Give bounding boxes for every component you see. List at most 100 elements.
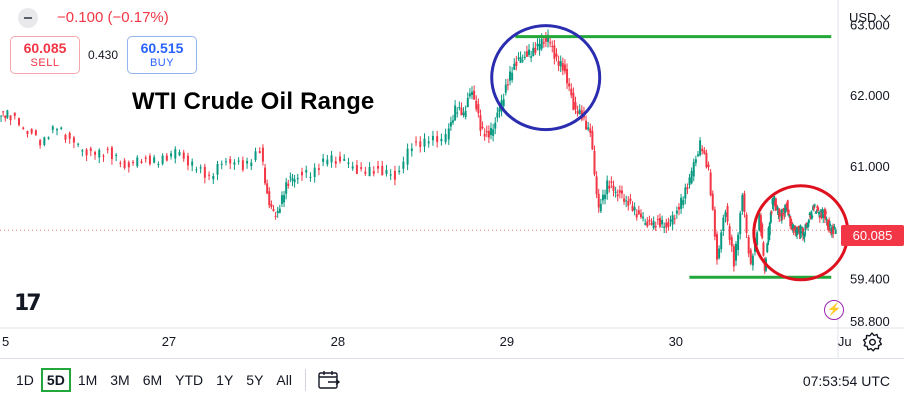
candle-body bbox=[822, 215, 825, 218]
candle-body bbox=[811, 215, 814, 218]
candle-body bbox=[250, 162, 253, 167]
lightning-bolt-icon[interactable]: ⚡ bbox=[824, 300, 844, 320]
candle-body bbox=[797, 225, 800, 229]
candle-body bbox=[534, 47, 537, 53]
sell-button[interactable]: 60.085 SELL bbox=[10, 36, 80, 74]
candle-body bbox=[800, 231, 803, 233]
candle-body bbox=[85, 149, 88, 156]
candle-body bbox=[761, 224, 764, 238]
y-tick-label: 59.400 bbox=[850, 272, 890, 287]
candle-body bbox=[815, 211, 818, 213]
candle-body bbox=[808, 213, 811, 216]
candle-body bbox=[532, 47, 535, 57]
candle-body bbox=[812, 206, 815, 209]
candle-body bbox=[402, 161, 405, 169]
utc-clock[interactable]: 07:53:54 UTC bbox=[802, 373, 890, 389]
candle-body bbox=[39, 140, 42, 146]
timeframe-3m-button[interactable]: 3M bbox=[110, 372, 130, 388]
timeframe-row: 1D 5D 1M 3M 6M YTD 1Y 5Y All bbox=[10, 368, 342, 392]
candle-body bbox=[519, 56, 522, 63]
candle-body bbox=[276, 211, 279, 214]
timeframe-5y-button[interactable]: 5Y bbox=[246, 372, 264, 388]
y-tick-label: 62.000 bbox=[850, 88, 890, 103]
y-tick-label: 61.000 bbox=[850, 159, 890, 174]
bottom-toolbar: 1D 5D 1M 3M 6M YTD 1Y 5Y All 07:53:54 UTC bbox=[0, 358, 904, 402]
candle-body bbox=[536, 43, 539, 47]
candle-body bbox=[102, 155, 105, 157]
candle-body bbox=[199, 167, 202, 169]
candle-body bbox=[241, 160, 244, 170]
candle-body bbox=[509, 71, 512, 81]
candle-body bbox=[644, 223, 647, 225]
candle-body bbox=[81, 150, 84, 152]
candle-body bbox=[377, 165, 380, 169]
buy-button[interactable]: 60.515 BUY bbox=[127, 36, 197, 74]
candle-body bbox=[471, 91, 474, 95]
candle-body bbox=[701, 148, 704, 152]
currency-selector[interactable]: USD bbox=[844, 4, 900, 32]
candle-body bbox=[398, 170, 401, 173]
candle-body bbox=[498, 107, 501, 113]
candle-body bbox=[767, 227, 770, 242]
candle-body bbox=[94, 151, 97, 155]
candle-body bbox=[406, 148, 409, 165]
candle-body bbox=[477, 104, 480, 114]
candle-body bbox=[266, 183, 269, 194]
candle-body bbox=[506, 84, 509, 86]
tradingview-logo[interactable]: 17 bbox=[14, 291, 42, 316]
candle-body bbox=[22, 127, 25, 129]
candle-body bbox=[427, 141, 430, 144]
candle-body bbox=[686, 187, 689, 190]
candle-body bbox=[570, 88, 573, 96]
candle-body bbox=[682, 199, 685, 205]
x-tick-label: 29 bbox=[500, 334, 514, 349]
candle-body bbox=[707, 164, 710, 168]
candle-body bbox=[296, 178, 299, 180]
candle-body bbox=[43, 137, 46, 145]
candle-body bbox=[629, 198, 632, 202]
candle-body bbox=[673, 218, 676, 220]
candle-body bbox=[274, 215, 277, 217]
candle-body bbox=[772, 198, 775, 206]
timeframe-all-button[interactable]: All bbox=[276, 372, 292, 388]
timeframe-ytd-button[interactable]: YTD bbox=[175, 372, 204, 388]
candle-body bbox=[9, 115, 12, 121]
candle-body bbox=[549, 42, 552, 44]
candle-body bbox=[616, 194, 619, 197]
candle-body bbox=[313, 167, 316, 178]
timeframe-5d-button[interactable]: 5D bbox=[40, 368, 71, 392]
candle-body bbox=[762, 242, 765, 256]
candle-body bbox=[606, 180, 609, 195]
candle-body bbox=[669, 219, 672, 222]
candle-body bbox=[557, 61, 560, 66]
candle-body bbox=[806, 225, 809, 227]
candle-body bbox=[568, 83, 571, 87]
candle-body bbox=[591, 131, 594, 150]
candle-body bbox=[515, 61, 518, 66]
candle-body bbox=[758, 213, 761, 231]
candle-body bbox=[203, 166, 206, 178]
x-tick-label: 5 bbox=[2, 334, 9, 349]
timeframe-6m-button[interactable]: 6M bbox=[142, 372, 163, 388]
candle-body bbox=[620, 190, 623, 194]
compare-range-icon[interactable] bbox=[316, 369, 342, 391]
candle-body bbox=[521, 60, 524, 62]
candle-body bbox=[608, 185, 611, 189]
timeframe-1m-button[interactable]: 1M bbox=[77, 372, 98, 388]
candle-body bbox=[268, 191, 271, 206]
price-change: −0.100 (−0.17%) bbox=[57, 9, 169, 26]
candle-body bbox=[98, 149, 101, 158]
candle-body bbox=[817, 212, 820, 215]
candle-body bbox=[705, 152, 708, 168]
candle-body bbox=[186, 155, 189, 166]
candle-body bbox=[13, 112, 16, 116]
candle-body bbox=[326, 159, 329, 165]
timeframe-1d-button[interactable]: 1D bbox=[16, 372, 34, 388]
timeframe-1y-button[interactable]: 1Y bbox=[216, 372, 234, 388]
gear-icon[interactable] bbox=[861, 331, 883, 353]
candle-body bbox=[208, 174, 211, 176]
price-chart[interactable]: 63.000 62.000 61.000 59.400 58.800 5 27 28 29 30 J… bbox=[0, 0, 904, 358]
candle-body bbox=[436, 136, 439, 143]
minus-icon[interactable] bbox=[18, 8, 38, 28]
candle-body bbox=[828, 223, 831, 227]
